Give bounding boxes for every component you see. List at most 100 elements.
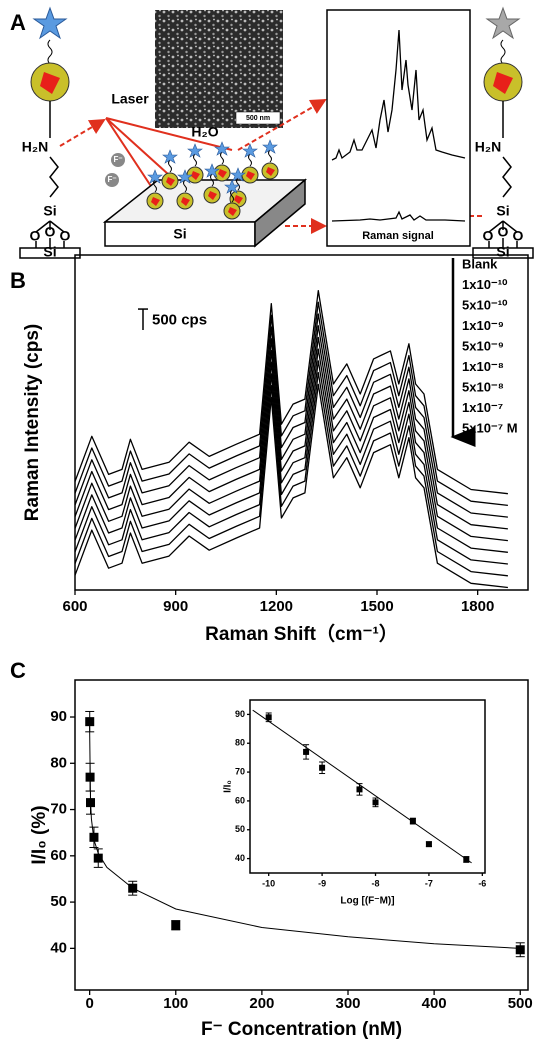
panel-a: A H₂N Si O O O Si H₂N Si O O O Si 500 nm… [10,6,534,260]
sem-scale: 500 nm [246,115,270,122]
y-tick-label: 40 [235,853,245,863]
raman-spectrum [331,210,466,222]
y-tick-label: 80 [235,738,245,748]
data-point [93,853,103,863]
silicon: Si [43,244,56,260]
y-axis-label: I/I₀ (%) [29,805,50,864]
y-tick-label: 60 [50,847,67,864]
x-tick-label: 1800 [461,598,494,615]
spectrum [74,313,508,518]
raman-box [326,9,471,247]
data-point [85,772,95,782]
x-axis-label: Log [(F⁻M)] [340,896,394,907]
data-point [265,714,272,721]
x-tick-label: 400 [422,995,447,1012]
plot-frame [74,679,529,991]
data-point [425,841,432,848]
legend-entry: 1x10⁻⁹ [462,318,504,333]
x-tick-label: -8 [372,878,380,888]
panel-label: B [10,268,26,293]
bead [241,143,259,184]
legend-entry: 5x10⁻¹⁰ [462,297,508,312]
legend-entry: 1x10⁻¹⁰ [462,277,508,292]
spectrum [74,372,508,577]
substrate-side [254,178,306,248]
x-tick-label: 1500 [360,598,393,615]
y-axis-label: Raman Intensity (cps) [22,324,43,521]
y-tick-label: 60 [235,795,245,805]
legend-entry: 5x10⁻⁷ M [462,420,518,435]
x-tick-label: 1200 [260,598,293,615]
x-tick-label: -7 [425,878,433,888]
laser-arrow [59,118,106,147]
plot-frame [74,254,529,591]
scale-box [235,111,281,125]
data-point [303,748,310,755]
scale-bar-label: 500 cps [152,312,207,329]
legend-entry: 1x10⁻⁷ [462,400,503,415]
legend-entry: 5x10⁻⁹ [462,338,504,353]
amine: H₂N [22,139,48,155]
spectrum [74,348,508,553]
spectrum [74,336,508,542]
oxygen: O [60,228,71,244]
fluoride: F⁻ [113,155,122,164]
oxygen: O [498,224,509,240]
legend-entry: Blank [462,256,498,271]
data-point [409,818,416,825]
x-tick-label: 600 [62,598,87,615]
data-point [319,764,326,771]
data-point [515,945,525,955]
data-point [86,798,96,808]
legend-entry: 1x10⁻⁸ [462,359,504,374]
oxygen: O [30,228,41,244]
plot-frame [249,699,486,874]
x-tick-label: -10 [262,878,275,888]
spectrum [74,301,508,507]
data-point [356,786,363,793]
bead [261,139,279,180]
y-tick-label: 90 [235,709,245,719]
raman-label: Raman signal [362,230,434,242]
x-tick-label: 500 [508,995,533,1012]
silicon: Si [43,203,56,219]
data-point [89,832,99,842]
x-tick-label: 100 [163,995,188,1012]
silicon: Si [496,203,509,219]
silicon: Si [173,226,186,242]
y-tick-label: 40 [50,939,67,956]
data-point [128,883,138,893]
oxygen: O [483,228,494,244]
laser-label: Laser [111,91,149,107]
fluoride: F⁻ [107,175,116,184]
x-axis-label: F⁻ Concentration (nM) [201,1019,402,1040]
x-tick-label: -6 [478,878,486,888]
x-tick-label: 300 [335,995,360,1012]
amine: H₂N [475,139,501,155]
y-tick-label: 90 [50,708,67,725]
spectrum [74,360,508,565]
y-axis-label: I/I₀ [223,780,234,793]
spectrum [74,325,508,530]
y-tick-label: 80 [50,754,67,771]
x-tick-label: 900 [163,598,188,615]
star [32,6,68,40]
spectrum [74,383,508,589]
data-point [85,717,95,727]
water: H₂O [191,124,218,140]
raman-spectrum [331,29,466,161]
x-tick-label: 200 [249,995,274,1012]
star [485,6,521,40]
x-tick-label: 0 [85,995,93,1012]
y-tick-label: 70 [235,766,245,776]
oxygen: O [513,228,524,244]
legend-entry: 5x10⁻⁸ [462,379,504,394]
panel-label: A [10,10,26,35]
x-axis-label: Raman Shift（cm⁻¹） [205,622,398,645]
ion [111,153,125,167]
y-tick-label: 50 [235,824,245,834]
x-tick-label: -9 [318,878,326,888]
sem-image [155,10,283,128]
silicon: Si [496,244,509,260]
